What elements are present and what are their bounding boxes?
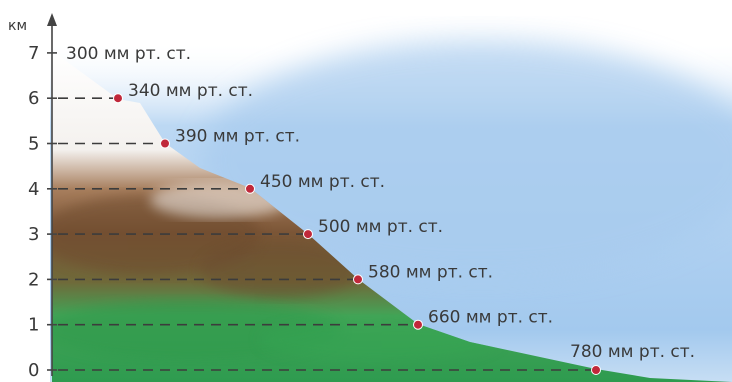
tick-label-2: 2 (28, 269, 39, 290)
pressure-label-6: 340 мм рт. ст. (128, 81, 253, 101)
point-marker-5 (160, 138, 170, 149)
tick-label-0: 0 (28, 360, 39, 381)
pressure-points: 300 мм рт. ст. 340 мм рт. ст. 390 мм рт. с… (66, 44, 695, 375)
point-marker-6 (113, 93, 123, 104)
axis-unit-label: км (8, 18, 27, 34)
tick-label-1: 1 (28, 315, 39, 336)
point-marker-4 (245, 183, 255, 194)
pressure-label-7: 300 мм рт. ст. (66, 44, 191, 64)
sky-glow (200, 40, 732, 280)
tick-label-3: 3 (28, 224, 39, 245)
tick-label-5: 5 (28, 134, 39, 155)
tick-label-4: 4 (28, 179, 39, 200)
pressure-label-3: 500 мм рт. ст. (318, 217, 443, 237)
y-axis-ticks: 0 1 2 3 4 5 6 7 (28, 43, 57, 381)
pressure-label-2: 580 мм рт. ст. (368, 262, 493, 282)
pressure-label-1: 660 мм рт. ст. (428, 308, 553, 328)
point-marker-1 (413, 319, 423, 330)
tick-label-7: 7 (28, 43, 39, 64)
point-marker-0 (591, 365, 601, 375)
dashed-guides (58, 97, 596, 371)
pressure-label-4: 450 мм рт. ст. (260, 172, 385, 192)
point-marker-3 (303, 229, 313, 240)
mountain-slope (52, 50, 732, 382)
pressure-label-0: 780 мм рт. ст. (570, 342, 695, 362)
point-marker-2 (353, 274, 363, 285)
tick-label-6: 6 (28, 88, 39, 109)
pressure-label-5: 390 мм рт. ст. (175, 127, 300, 147)
y-axis-arrow (47, 13, 57, 26)
